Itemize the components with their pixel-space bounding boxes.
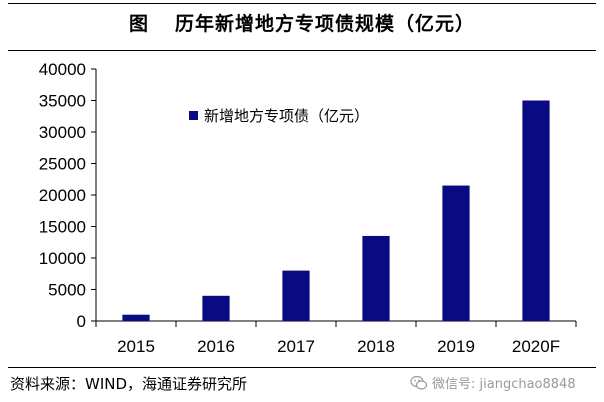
legend-label: 新增地方专项债（亿元）	[204, 108, 369, 125]
bar	[202, 295, 230, 321]
y-tick-label: 5000	[48, 281, 86, 300]
bar-chart: 0 5000 10000 15000 20000 25000 30000 35000 40000…	[39, 60, 577, 356]
source-note: 资料来源：WIND，海通证券研究所	[10, 375, 248, 393]
legend-swatch	[189, 111, 198, 120]
chart-title: 图 历年新增地方专项债规模（亿元）	[0, 9, 604, 36]
wechat-icon	[410, 375, 428, 390]
title-text: 历年新增地方专项债规模（亿元）	[175, 13, 476, 35]
footer-rule	[8, 367, 596, 368]
y-tick-label: 10000	[39, 249, 86, 268]
x-tick-label: 2015	[117, 337, 155, 356]
watermark: 微信号: jiangchao8848	[410, 373, 576, 392]
x-tick-label: 2020F	[512, 337, 560, 356]
y-tick-label: 15000	[39, 218, 86, 237]
y-tick-label: 0	[77, 312, 86, 331]
y-tick-label: 20000	[39, 186, 86, 205]
x-tick-label: 2018	[357, 337, 395, 356]
y-tick-label: 25000	[39, 155, 86, 174]
x-tick-label: 2016	[197, 337, 235, 356]
bar	[122, 314, 150, 321]
x-tick-label: 2019	[437, 337, 475, 356]
figure-label: 图	[128, 13, 149, 35]
bar	[362, 235, 390, 321]
title-rule	[8, 50, 596, 51]
bar	[282, 270, 310, 321]
y-tick-label: 40000	[39, 60, 86, 79]
bar	[442, 185, 470, 321]
top-rule	[8, 3, 596, 4]
y-tick-label: 35000	[39, 92, 86, 111]
watermark-text: 微信号: jiangchao8848	[432, 377, 576, 392]
bar	[522, 100, 550, 321]
y-tick-label: 30000	[39, 123, 86, 142]
x-tick-label: 2017	[277, 337, 315, 356]
